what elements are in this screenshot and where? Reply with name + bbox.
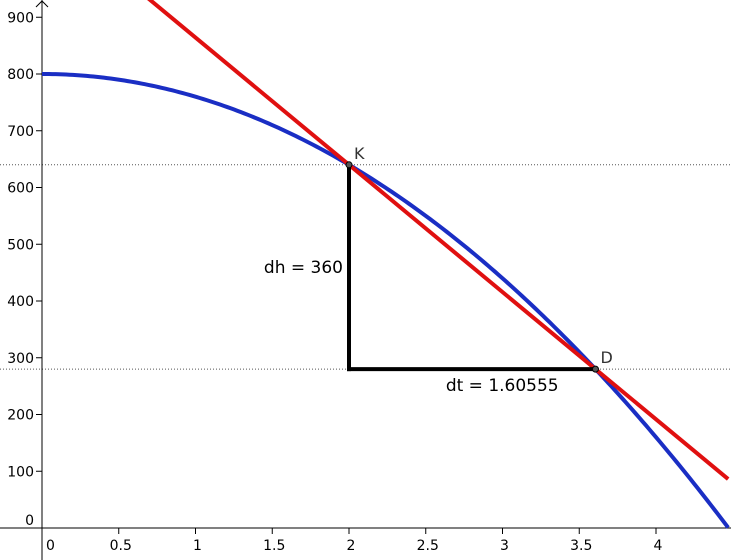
dh-label: dh = 360 [264,258,343,278]
y-tick-label: 800 [7,67,34,83]
y-tick-label: 500 [7,237,34,253]
measurements: dh = 360 dt = 1.60555 [264,162,598,396]
secant-line-series [147,0,730,481]
tick-labels: 0 0.5 1 1.5 2 2.5 3 3.5 4 0 100 200 300 400 500 600 700 8… [7,10,662,554]
y-tick-label: 900 [7,10,34,26]
y-tick-label: 400 [7,294,34,310]
series [41,0,730,529]
y-tick-label: 100 [7,464,34,480]
x-tick-label: 3 [500,538,509,554]
y-tick-label: 600 [7,181,34,197]
y-tick-label: 0 [25,513,34,529]
x-tick-label: 2.5 [417,538,439,554]
curve-series [41,72,730,529]
reference-lines [0,164,731,370]
y-tick-label: 300 [7,351,34,367]
x-tick-label: 1 [193,538,202,554]
x-tick-label: 0.5 [110,538,132,554]
x-tick-label: 0 [46,538,55,554]
y-axis-arrow [35,0,49,8]
x-tick-label: 2 [347,538,356,554]
y-tick-label: 200 [7,408,34,424]
points: KD [345,144,613,373]
dt-label: dt = 1.60555 [446,376,559,396]
point-k [345,161,353,169]
x-tick-label: 1.5 [263,538,285,554]
point-label-k: K [354,144,365,163]
y-tick-label: 700 [7,124,34,140]
point-label-d: D [600,348,612,367]
point-d [591,365,599,373]
x-tick-label: 4 [654,538,663,554]
x-tick-label: 3.5 [570,538,592,554]
